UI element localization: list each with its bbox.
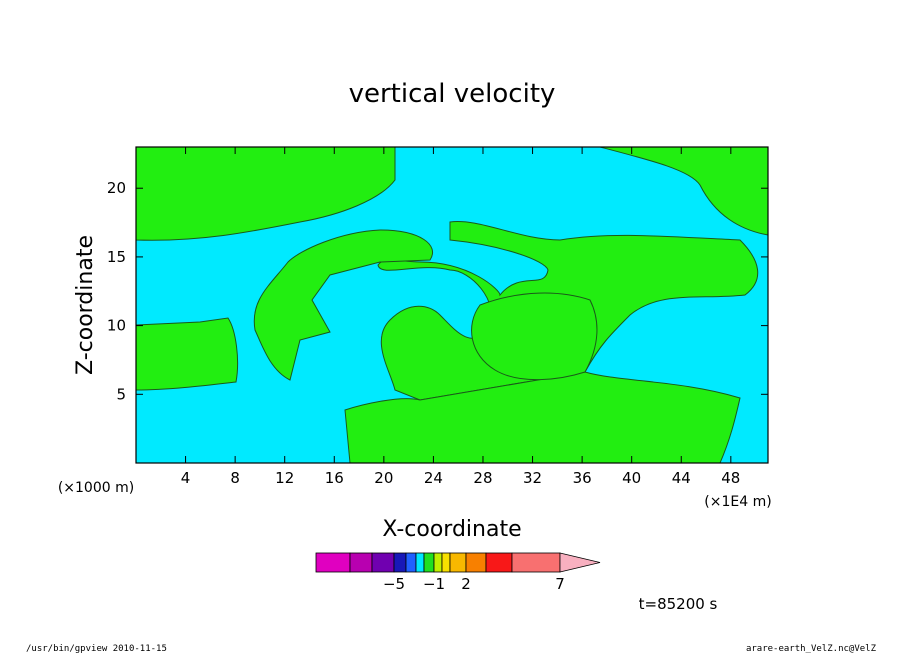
x-tick-label: 32 [523, 469, 542, 487]
x-axis: 4 8 12 16 20 24 28 32 36 40 44 48 [181, 147, 740, 487]
colorbar-cell [465, 552, 487, 573]
time-label: t=85200 s [639, 595, 718, 613]
x-tick-label: 36 [573, 469, 592, 487]
contour-region-lower [344, 371, 741, 464]
colorbar-cell [423, 552, 435, 573]
contour-region-left-center [253, 229, 433, 381]
colorbar-cell [405, 552, 417, 573]
chart-title: vertical velocity [349, 79, 556, 109]
contour-region-left [135, 317, 239, 391]
colorbar-cell [449, 552, 467, 573]
y-axis-title: Z-coordinate [73, 235, 98, 375]
colorbar-cell [441, 552, 451, 573]
x-tick-label: 16 [325, 469, 344, 487]
y-tick-label: 5 [116, 385, 126, 403]
colorbar-cell [485, 552, 513, 573]
x-tick-label: 4 [181, 469, 191, 487]
colorbar-label: −5 [383, 575, 405, 593]
contour-region-upper-left [135, 146, 396, 241]
colorbar-cell [393, 552, 407, 573]
y-tick-label: 15 [107, 248, 126, 266]
x-tick-label: 24 [424, 469, 443, 487]
x-tick-label: 8 [230, 469, 240, 487]
x-tick-label: 28 [473, 469, 492, 487]
footer-left: /usr/bin/gpview 2010-11-15 [26, 644, 167, 654]
colorbar-label: 7 [555, 575, 565, 593]
colorbar-arrow [559, 552, 601, 573]
x-axis-title: X-coordinate [382, 517, 521, 542]
x-unit-right-label: (×1E4 m) [704, 494, 771, 510]
contour-region-center-blob [471, 292, 598, 381]
x-tick-label: 44 [672, 469, 691, 487]
colorbar-cell [349, 552, 373, 573]
colorbar-label: 2 [461, 575, 471, 593]
positive-velocity-regions [135, 146, 769, 464]
colorbar-label: −1 [423, 575, 445, 593]
x-tick-label: 20 [374, 469, 393, 487]
colorbar-cell [315, 552, 351, 573]
x-tick-label: 48 [721, 469, 740, 487]
colorbar-cell [511, 552, 561, 573]
contour-region-upper-right [599, 146, 769, 236]
y-axis: 5 10 15 20 [107, 179, 768, 403]
colorbar-cell [415, 552, 425, 573]
plot-frame [135, 146, 769, 464]
footer-right: arare-earth_VelZ.nc@VelZ [746, 644, 877, 654]
x-tick-label: 12 [275, 469, 294, 487]
colorbar: −5 −1 2 7 [315, 552, 601, 593]
colorbar-cell [371, 552, 395, 573]
x-unit-label: (×1000 m) [58, 480, 134, 496]
y-tick-label: 20 [107, 179, 126, 197]
x-tick-label: 40 [622, 469, 641, 487]
y-tick-label: 10 [107, 317, 126, 335]
colorbar-cell [433, 552, 443, 573]
